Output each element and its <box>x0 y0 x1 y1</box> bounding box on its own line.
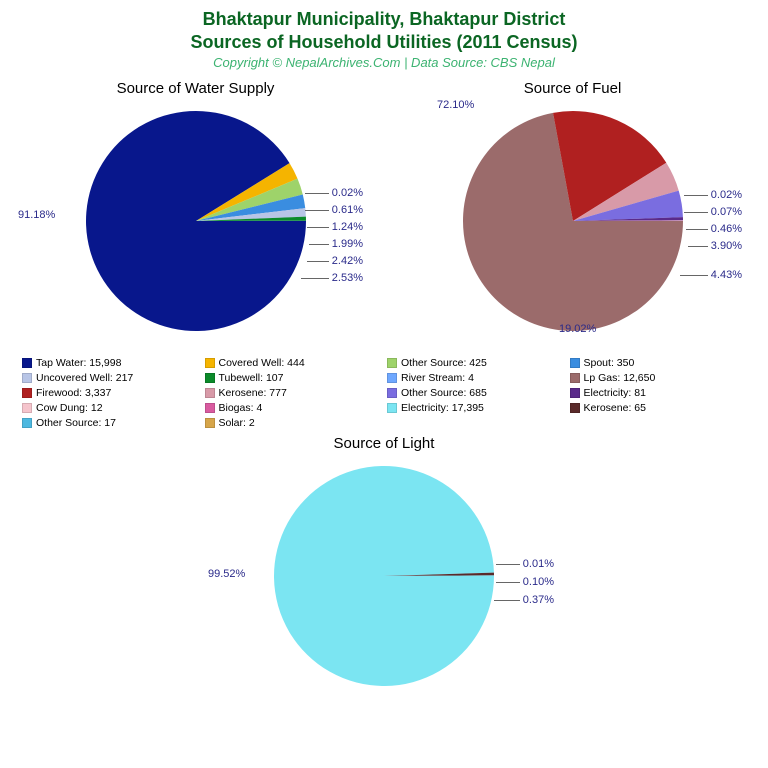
legend-item: Tubewell: 107 <box>205 372 382 384</box>
legend-item: Other Source: 17 <box>22 417 199 429</box>
legend-swatch <box>387 358 397 368</box>
fuel-chart-column: Source of Fuel 72.10% 0.02% 0.07% 0.46% … <box>389 74 756 351</box>
legend-label: Kerosene: 65 <box>584 402 646 414</box>
legend-item: Biogas: 4 <box>205 402 382 414</box>
water-chart-title: Source of Water Supply <box>12 80 379 97</box>
fuel-pct-other: 3.90% <box>711 240 742 252</box>
legend-item: Tap Water: 15,998 <box>22 357 199 369</box>
light-pct-elec: 99.52% <box>208 568 245 580</box>
legend-swatch <box>387 388 397 398</box>
legend-item: Electricity: 81 <box>570 387 747 399</box>
legend-label: Covered Well: 444 <box>219 357 305 369</box>
light-pct-other: 0.10% <box>523 576 554 588</box>
legend-label: Electricity: 17,395 <box>401 402 484 414</box>
legend-swatch <box>570 358 580 368</box>
water-pct-uncovered: 1.24% <box>332 221 363 233</box>
legend-label: Electricity: 81 <box>584 387 646 399</box>
fuel-pct-kerosene: 4.43% <box>711 269 742 281</box>
legend-swatch <box>205 373 215 383</box>
chart-subtitle: Copyright © NepalArchives.Com | Data Sou… <box>12 55 756 70</box>
legend-item: Kerosene: 65 <box>570 402 747 414</box>
water-pct-tap: 91.18% <box>18 209 55 221</box>
title-line1: Bhaktapur Municipality, Bhaktapur Distri… <box>203 9 566 29</box>
legend-label: Cow Dung: 12 <box>36 402 103 414</box>
legend-item: Solar: 2 <box>205 417 382 429</box>
legend-swatch <box>570 373 580 383</box>
legend-swatch <box>205 403 215 413</box>
title-line2: Sources of Household Utilities (2011 Cen… <box>190 32 577 52</box>
legend-label: Uncovered Well: 217 <box>36 372 133 384</box>
legend: Tap Water: 15,998 Covered Well: 444 Other … <box>12 351 756 429</box>
legend-label: Biogas: 4 <box>219 402 263 414</box>
legend-item: Uncovered Well: 217 <box>22 372 199 384</box>
legend-item: Covered Well: 444 <box>205 357 382 369</box>
legend-swatch <box>387 373 397 383</box>
water-pie <box>76 101 316 341</box>
water-pie-wrap: 91.18% 0.02% 0.61% 1.24% 1.99% 2.42% 2.5… <box>12 101 379 351</box>
light-pct-kerosene: 0.37% <box>523 594 554 606</box>
fuel-pct-cowdung: 0.07% <box>711 206 742 218</box>
water-pct-spout: 1.99% <box>332 238 363 250</box>
charts-top-row: Source of Water Supply 91.18% 0.02% 0.61… <box>12 74 756 351</box>
water-pct-other: 2.42% <box>332 255 363 267</box>
legend-label: Tubewell: 107 <box>219 372 284 384</box>
legend-label: Spout: 350 <box>584 357 635 369</box>
legend-swatch <box>22 388 32 398</box>
legend-label: Tap Water: 15,998 <box>36 357 121 369</box>
legend-swatch <box>205 388 215 398</box>
legend-swatch <box>387 403 397 413</box>
legend-item: Firewood: 3,337 <box>22 387 199 399</box>
light-pie <box>264 456 504 696</box>
light-pie-wrap: 99.52% 0.01% 0.10% 0.37% <box>200 456 568 706</box>
light-pct-solar: 0.01% <box>523 558 554 570</box>
legend-swatch <box>570 388 580 398</box>
legend-swatch <box>205 418 215 428</box>
legend-label: Other Source: 685 <box>401 387 487 399</box>
light-chart-title: Source of Light <box>200 435 568 452</box>
legend-item: Other Source: 425 <box>387 357 564 369</box>
water-pct-tubewell: 0.61% <box>332 204 363 216</box>
fuel-pct-electricity: 0.46% <box>711 223 742 235</box>
legend-label: Lp Gas: 12,650 <box>584 372 656 384</box>
title-block: Bhaktapur Municipality, Bhaktapur Distri… <box>12 8 756 70</box>
legend-swatch <box>22 403 32 413</box>
legend-label: River Stream: 4 <box>401 372 474 384</box>
legend-item: Electricity: 17,395 <box>387 402 564 414</box>
fuel-pie <box>453 101 693 341</box>
legend-item: Cow Dung: 12 <box>22 402 199 414</box>
fuel-chart-title: Source of Fuel <box>389 80 756 97</box>
legend-swatch <box>205 358 215 368</box>
fuel-pct-biogas: 0.02% <box>711 189 742 201</box>
legend-swatch <box>570 403 580 413</box>
chart-main-title: Bhaktapur Municipality, Bhaktapur Distri… <box>12 8 756 53</box>
legend-swatch <box>22 358 32 368</box>
legend-swatch <box>22 418 32 428</box>
legend-item: Kerosene: 777 <box>205 387 382 399</box>
legend-swatch <box>22 373 32 383</box>
water-pct-river: 0.02% <box>332 187 363 199</box>
legend-item: Spout: 350 <box>570 357 747 369</box>
legend-item: River Stream: 4 <box>387 372 564 384</box>
water-pct-covered: 2.53% <box>332 272 363 284</box>
legend-label: Kerosene: 777 <box>219 387 287 399</box>
light-chart-column: Source of Light 99.52% 0.01% 0.10% 0.37% <box>200 435 568 706</box>
legend-item: Lp Gas: 12,650 <box>570 372 747 384</box>
water-chart-column: Source of Water Supply 91.18% 0.02% 0.61… <box>12 74 379 351</box>
legend-label: Other Source: 17 <box>36 417 116 429</box>
legend-label: Other Source: 425 <box>401 357 487 369</box>
legend-item: Other Source: 685 <box>387 387 564 399</box>
chart-container: Bhaktapur Municipality, Bhaktapur Distri… <box>0 0 768 768</box>
legend-label: Solar: 2 <box>219 417 255 429</box>
fuel-pie-wrap: 72.10% 0.02% 0.07% 0.46% 3.90% 4.43% 19.… <box>389 101 756 351</box>
legend-label: Firewood: 3,337 <box>36 387 111 399</box>
